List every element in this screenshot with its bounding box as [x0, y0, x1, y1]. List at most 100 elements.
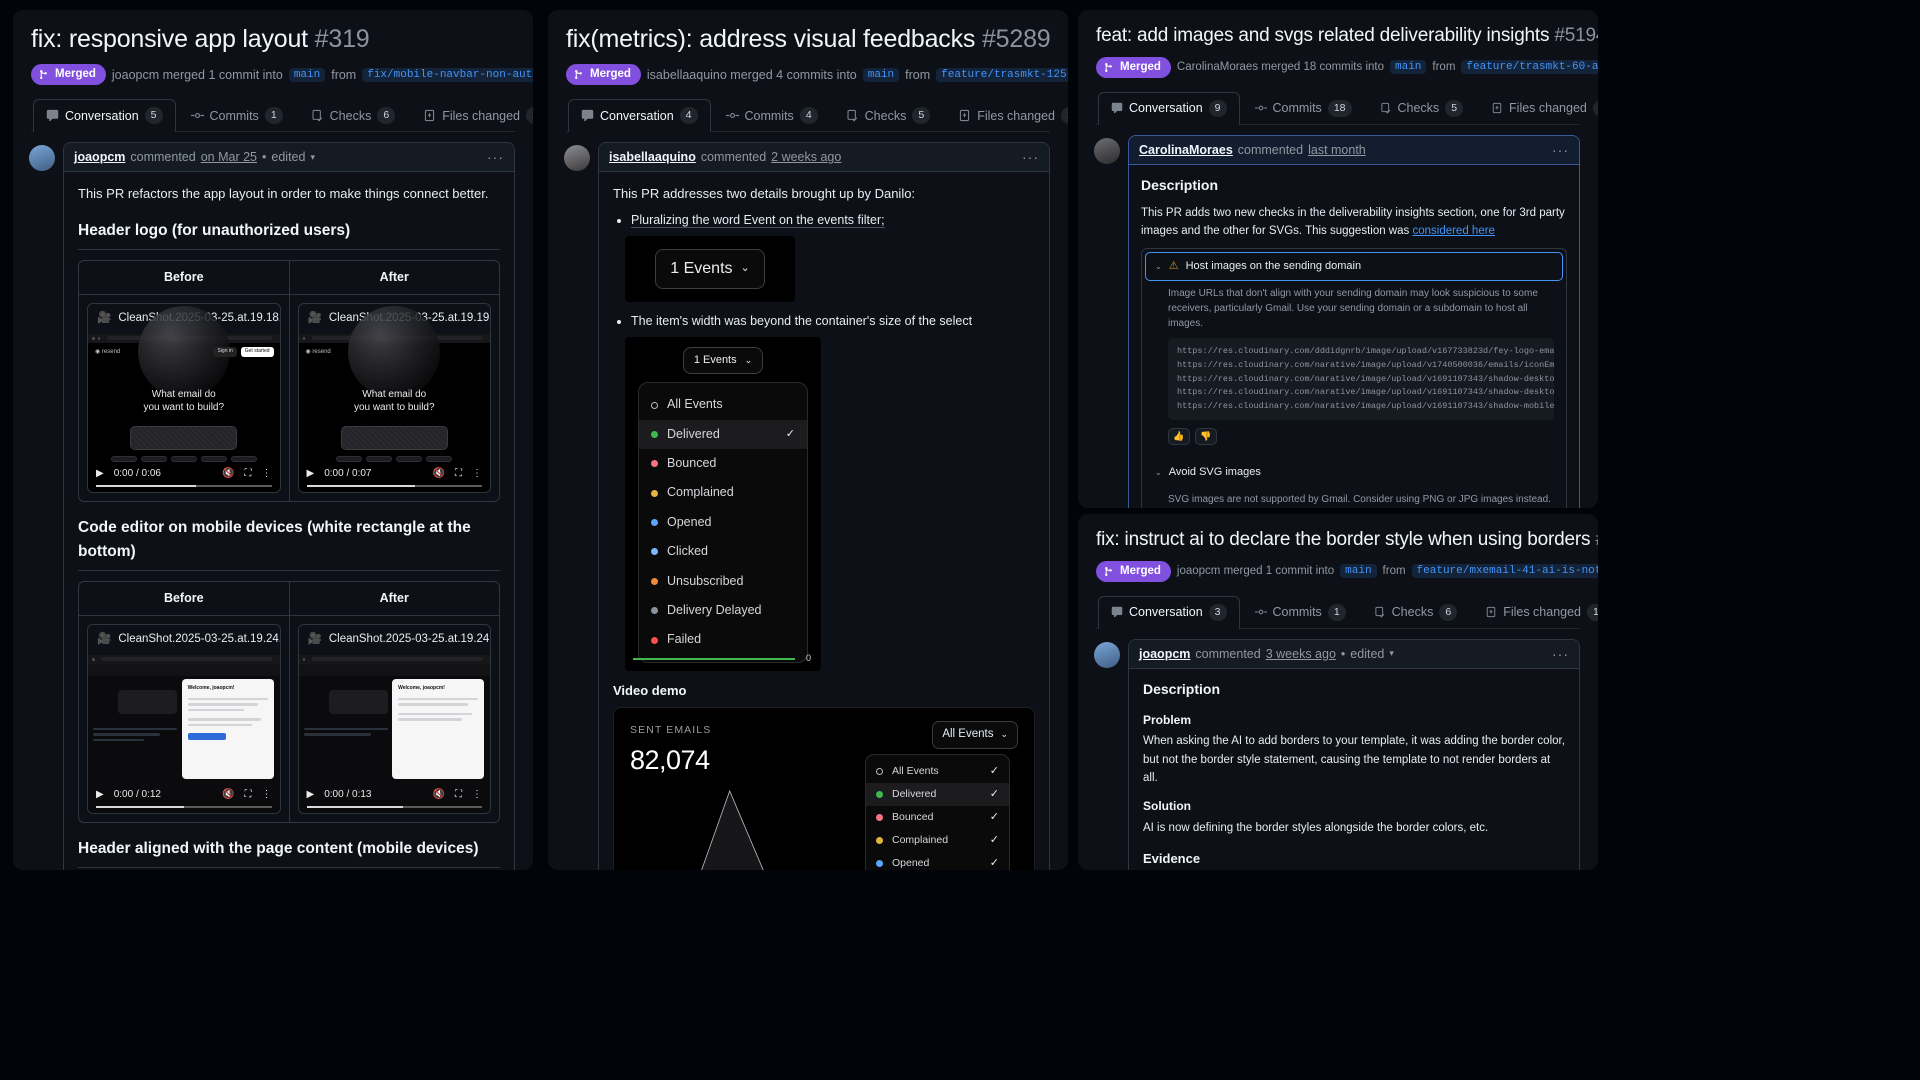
- tab-files-changed[interactable]: Files changed 6: [1478, 92, 1598, 125]
- comment-edited[interactable]: edited: [271, 150, 306, 165]
- tab-files-changed[interactable]: Files changed 1: [1472, 596, 1598, 629]
- menu-item[interactable]: Bounced ✓: [866, 806, 1009, 829]
- video-player[interactable]: 🎥 CleanShot.2025-03-25.at.19.18.44.mp4 ▼: [87, 302, 281, 493]
- chevron-down-icon[interactable]: ▾: [310, 151, 315, 162]
- more-options-icon[interactable]: ···: [487, 149, 504, 166]
- video-controls[interactable]: ▶ 0:00 / 0:12 🔇 ⛶ ⋮: [88, 781, 280, 813]
- events-select[interactable]: 1 Events ⌄: [655, 248, 765, 290]
- head-branch-chip[interactable]: feature/trasmkt-60-add-images-and-svgs-r…: [1461, 60, 1598, 75]
- chevron-down-icon[interactable]: ⌄: [1155, 261, 1162, 271]
- head-branch-chip[interactable]: feature/mxemail-41-ai-is-not-working-pro…: [1411, 564, 1598, 579]
- video-controls[interactable]: ▶ 0:00 / 0:06 🔇 ⛶ ⋮: [88, 460, 280, 492]
- head-branch-chip[interactable]: feature/trasmkt-125-address-design-visua…: [936, 67, 1068, 82]
- mute-icon[interactable]: 🔇: [222, 468, 235, 480]
- hero-input[interactable]: [130, 425, 238, 450]
- menu-item[interactable]: Complained: [639, 478, 807, 507]
- tab-checks[interactable]: Checks 6: [298, 99, 409, 132]
- tab-checks[interactable]: Checks 5: [833, 99, 944, 132]
- comment-author[interactable]: joaopcm: [74, 150, 126, 165]
- comment-time[interactable]: last month: [1308, 142, 1366, 157]
- video-menu-icon[interactable]: ⋮: [261, 468, 272, 480]
- head-branch-chip[interactable]: fix/mobile-navbar-non-authenticated: [362, 67, 533, 82]
- hero-input[interactable]: [340, 425, 448, 450]
- insight-check-header[interactable]: ⌄ ⚠ Host images on the sending domain: [1145, 252, 1563, 282]
- events-dropdown-menu[interactable]: All Events Delivered ✓ Bounced Complained Ope…: [638, 382, 808, 663]
- thumbs-up-icon[interactable]: 👍: [1168, 428, 1190, 446]
- avatar[interactable]: [29, 145, 55, 172]
- video-menu-icon[interactable]: ⋮: [472, 789, 482, 801]
- base-branch-chip[interactable]: main: [1340, 564, 1377, 579]
- menu-item[interactable]: Delivered ✓: [866, 782, 1009, 806]
- tab-files-changed[interactable]: Files changed 1: [945, 99, 1068, 132]
- menu-item[interactable]: All Events: [639, 390, 807, 419]
- more-options-icon[interactable]: ···: [1552, 141, 1569, 158]
- video-screen[interactable]: ◉ resend Sign in Get started What email …: [88, 305, 280, 492]
- tab-conversation[interactable]: Conversation 4: [568, 99, 711, 133]
- fullscreen-icon[interactable]: ⛶: [455, 468, 462, 480]
- avatar[interactable]: [1094, 641, 1120, 668]
- video-menu-icon[interactable]: ⋮: [261, 789, 272, 801]
- comment-author[interactable]: isabellaaquino: [609, 150, 696, 165]
- play-icon[interactable]: ▶: [306, 789, 315, 801]
- video-screen[interactable]: Welcome, joaopcm! ▶ 0:00 / 0:12: [88, 654, 280, 813]
- tab-commits[interactable]: Commits 18: [1242, 92, 1365, 125]
- getstarted-button[interactable]: Get started: [240, 346, 274, 357]
- play-icon[interactable]: ▶: [96, 468, 104, 480]
- considered-here-link[interactable]: considered here: [1412, 224, 1495, 237]
- mute-icon[interactable]: 🔇: [432, 789, 445, 801]
- comment-time[interactable]: on Mar 25: [200, 150, 257, 165]
- tab-commits[interactable]: Commits 4: [713, 99, 831, 132]
- tab-files-changed[interactable]: Files changed 13: [410, 99, 533, 132]
- fullscreen-icon[interactable]: ⛶: [244, 789, 252, 801]
- video-controls[interactable]: ▶ 0:00 / 0:13 🔇 ⛶ ⋮: [299, 781, 491, 813]
- video-progress[interactable]: [96, 805, 272, 808]
- menu-item[interactable]: Delivered ✓: [639, 419, 807, 450]
- menu-item[interactable]: All Events ✓: [866, 760, 1009, 783]
- tab-conversation[interactable]: Conversation 5: [33, 99, 176, 133]
- events-select[interactable]: 1 Events ⌄: [682, 347, 764, 375]
- menu-item[interactable]: Complained ✓: [866, 829, 1009, 852]
- chevron-down-icon[interactable]: ▾: [1389, 648, 1394, 659]
- avatar[interactable]: [1094, 137, 1120, 164]
- chart-events-filter[interactable]: All Events ⌄: [932, 720, 1018, 749]
- base-branch-chip[interactable]: main: [288, 67, 326, 82]
- fullscreen-icon[interactable]: ⛶: [455, 789, 462, 801]
- menu-item[interactable]: Unsubscribed: [639, 567, 807, 596]
- mute-icon[interactable]: 🔇: [432, 468, 445, 480]
- tab-conversation[interactable]: Conversation 9: [1098, 91, 1240, 125]
- menu-item[interactable]: Clicked: [639, 537, 807, 566]
- thumbs-down-icon[interactable]: 👎: [1195, 428, 1217, 446]
- menu-item[interactable]: Opened: [639, 508, 807, 537]
- fullscreen-icon[interactable]: ⛶: [244, 468, 252, 480]
- avatar[interactable]: [564, 145, 590, 172]
- chevron-down-icon[interactable]: ⌄: [1155, 467, 1162, 477]
- menu-item[interactable]: Failed: [639, 625, 807, 654]
- comment-time[interactable]: 3 weeks ago: [1265, 646, 1336, 661]
- video-progress[interactable]: [306, 484, 482, 487]
- comment-edited[interactable]: edited: [1350, 646, 1385, 661]
- comment-author[interactable]: joaopcm: [1139, 646, 1191, 661]
- tab-commits[interactable]: Commits 1: [178, 99, 296, 132]
- video-screen[interactable]: Welcome, joaopcm! ▶ 0:00 / 0:13: [298, 654, 491, 813]
- video-player[interactable]: 🎥 CleanShot.2025-03-25.at.19.24.23.mp4 ▼: [87, 624, 281, 814]
- menu-item[interactable]: Opened ✓: [866, 852, 1009, 870]
- comment-time[interactable]: 2 weeks ago: [771, 150, 842, 165]
- menu-item[interactable]: Bounced: [639, 449, 807, 478]
- more-options-icon[interactable]: ···: [1022, 149, 1039, 166]
- base-branch-chip[interactable]: main: [862, 67, 900, 82]
- comment-author[interactable]: CarolinaMoraes: [1139, 142, 1233, 157]
- video-player[interactable]: 🎥 CleanShot.2025-03-25.at.19.19.23.mp4 ▼: [297, 302, 491, 493]
- signin-button[interactable]: Sign in: [213, 346, 237, 357]
- video-menu-icon[interactable]: ⋮: [472, 468, 482, 480]
- video-controls[interactable]: ▶ 0:00 / 0:07 🔇 ⛶ ⋮: [299, 460, 491, 492]
- tab-checks[interactable]: Checks 5: [1367, 92, 1477, 125]
- menu-item[interactable]: Delivery Delayed: [639, 596, 807, 625]
- video-player[interactable]: 🎥 CleanShot.2025-03-25.at.19.24.49.mp4 ▼: [297, 624, 491, 814]
- insight-check-header-2[interactable]: ⌄ Avoid SVG images: [1145, 458, 1563, 487]
- tab-checks[interactable]: Checks 6: [1361, 596, 1471, 629]
- video-progress[interactable]: [96, 484, 272, 487]
- video-progress[interactable]: [306, 805, 482, 808]
- tab-commits[interactable]: Commits 1: [1242, 596, 1359, 629]
- mute-icon[interactable]: 🔇: [222, 789, 235, 801]
- play-icon[interactable]: ▶: [96, 789, 104, 801]
